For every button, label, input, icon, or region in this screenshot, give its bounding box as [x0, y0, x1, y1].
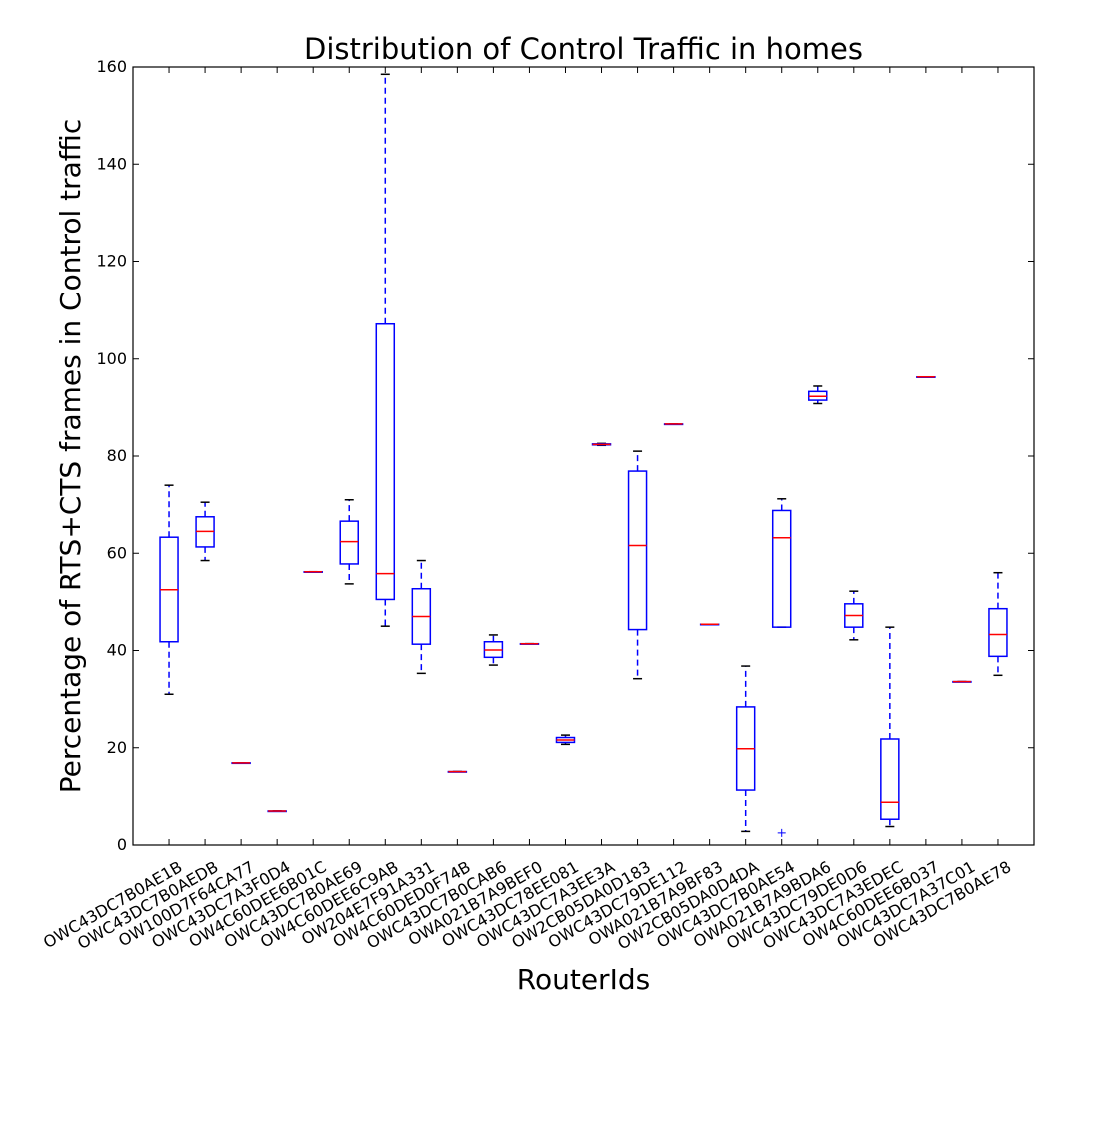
box-15	[663, 67, 684, 845]
iqr-box	[771, 509, 792, 628]
box-6	[339, 67, 359, 845]
box-20	[844, 67, 864, 845]
box-5	[303, 67, 323, 845]
box-7	[375, 67, 396, 845]
outlier-point	[777, 828, 786, 837]
box-9	[447, 67, 468, 845]
iqr-box	[339, 520, 359, 565]
box-14	[627, 67, 648, 845]
box-2	[195, 67, 215, 845]
box-19	[808, 67, 828, 845]
box-18	[771, 67, 792, 845]
iqr-box	[627, 470, 648, 631]
y-tick-label: 40	[107, 641, 127, 660]
box-12	[555, 67, 576, 845]
y-axis-title: Percentage of RTS+CTS frames in Control …	[54, 119, 87, 794]
box-10	[483, 67, 504, 845]
box-13	[591, 67, 612, 845]
plot-frame	[132, 66, 1035, 846]
y-tick-label: 60	[107, 543, 127, 562]
box-16	[699, 67, 720, 845]
box-23	[952, 67, 972, 845]
y-tick-label: 140	[96, 154, 127, 173]
y-tick-label: 80	[107, 446, 127, 465]
iqr-box	[880, 738, 900, 820]
x-axis-title: RouterIds	[517, 963, 650, 996]
box-17	[735, 67, 756, 845]
y-tick-label: 160	[96, 57, 127, 76]
box-11	[519, 67, 540, 845]
box-22	[916, 67, 936, 845]
box-1	[159, 67, 179, 845]
chart-title: Distribution of Control Traffic in homes	[304, 32, 863, 66]
box-8	[411, 67, 432, 845]
box-3	[231, 67, 251, 845]
iqr-box	[375, 322, 396, 601]
box-21	[880, 67, 900, 845]
y-tick-label: 20	[107, 738, 127, 757]
box-24	[988, 67, 1008, 845]
y-tick-label: 0	[117, 835, 127, 854]
iqr-box	[988, 607, 1008, 658]
y-tick-label: 100	[96, 349, 127, 368]
box-4	[267, 67, 287, 845]
plot-area	[133, 66, 1034, 846]
y-tick-label: 120	[96, 252, 127, 271]
